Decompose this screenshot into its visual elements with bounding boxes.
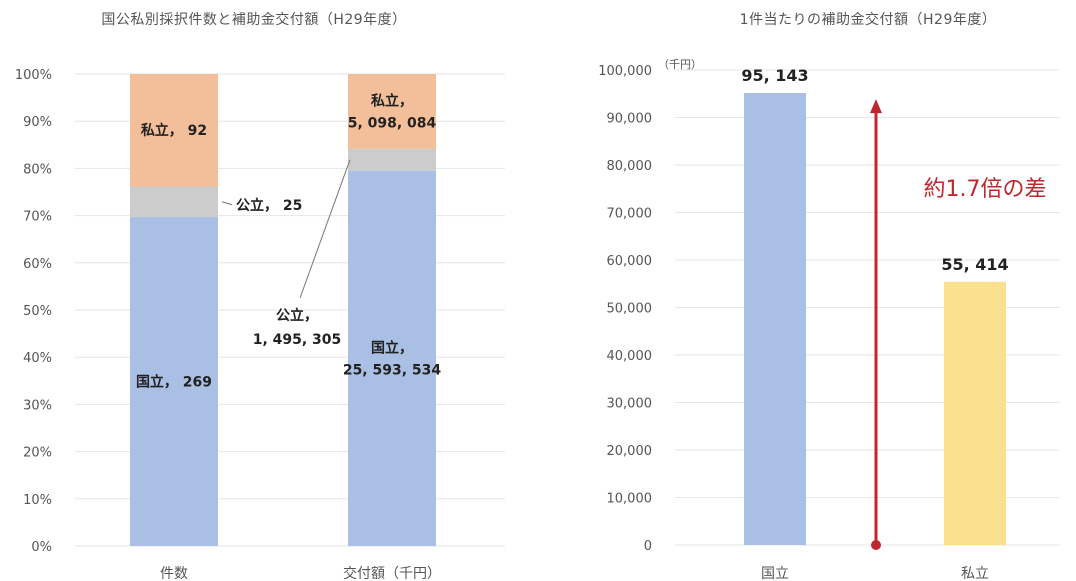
left-y-tick-label: 10% [23, 493, 52, 508]
left-y-tick-label: 100% [15, 68, 52, 83]
left-y-tick-label: 90% [23, 115, 52, 130]
right-y-tick-label: 70,000 [607, 207, 653, 222]
left-y-tick-label: 80% [23, 162, 52, 177]
bar-value-label: 95, 143 [741, 66, 808, 85]
difference-annotation-text: 約1.7倍の差 [924, 177, 1047, 202]
right-y-tick-label: 40,000 [607, 349, 653, 364]
right-chart-title: 1件当たりの補助金交付額（H29年度） [740, 11, 997, 28]
data-label-kokuritsu: 国立， 25, 593, 534 [343, 339, 442, 378]
right-y-tick-label: 0 [644, 539, 652, 554]
data-label-kouritsu: 公立， 25 [236, 197, 302, 214]
bar-shiritsu [944, 281, 1006, 545]
left-y-tick-label: 30% [23, 398, 52, 413]
left-y-tick-label: 40% [23, 351, 52, 366]
bar-value-label: 55, 414 [941, 255, 1008, 274]
left-y-tick-label: 20% [23, 446, 52, 461]
left-x-category-label: 交付額（千円） [343, 565, 441, 581]
right-y-tick-label: 100,000 [598, 64, 652, 79]
right-y-tick-label: 50,000 [607, 302, 653, 317]
left-y-tick-label: 60% [23, 257, 52, 272]
data-label-kouritsu: 公立， 1, 495, 305 [253, 307, 342, 348]
difference-arrow-head [870, 99, 882, 114]
stacked-bar-segment-kokuritsu [348, 170, 436, 547]
data-label-shiritsu: 私立， 92 [141, 122, 207, 139]
right-y-tick-label: 30,000 [607, 397, 653, 412]
right-y-tick-label: 80,000 [607, 159, 653, 174]
difference-arrow-base-dot [871, 540, 881, 550]
left-y-tick-label: 0% [31, 540, 52, 555]
stacked-bar-segment-kouritsu [348, 148, 436, 171]
left-y-tick-label: 50% [23, 304, 52, 319]
bar-kokuritsu [744, 93, 806, 546]
right-y-tick-label: 60,000 [607, 254, 653, 269]
right-x-category-label: 私立 [961, 566, 989, 581]
data-label-kokuritsu: 国立， 269 [136, 374, 212, 391]
right-y-tick-label: 20,000 [607, 444, 653, 459]
stacked-bar-segment-shiritsu [348, 74, 436, 149]
stacked-bar-segment-kouritsu [130, 186, 218, 218]
data-label-shiritsu: 私立， 5, 098, 084 [348, 92, 437, 131]
right-x-category-label: 国立 [761, 566, 789, 581]
stacked-bar-segment-shiritsu [130, 74, 218, 187]
right-unit-label: （千円） [658, 58, 702, 71]
left-x-category-label: 件数 [160, 566, 188, 581]
leader-line [299, 159, 351, 299]
right-y-tick-label: 10,000 [607, 492, 653, 507]
right-y-tick-label: 90,000 [607, 112, 653, 127]
leader-line [221, 201, 233, 206]
stacked-bar-segment-kokuritsu [130, 217, 218, 546]
left-chart-title: 国公私別採択件数と補助金交付額（H29年度） [101, 11, 406, 28]
left-y-tick-label: 70% [23, 210, 52, 225]
